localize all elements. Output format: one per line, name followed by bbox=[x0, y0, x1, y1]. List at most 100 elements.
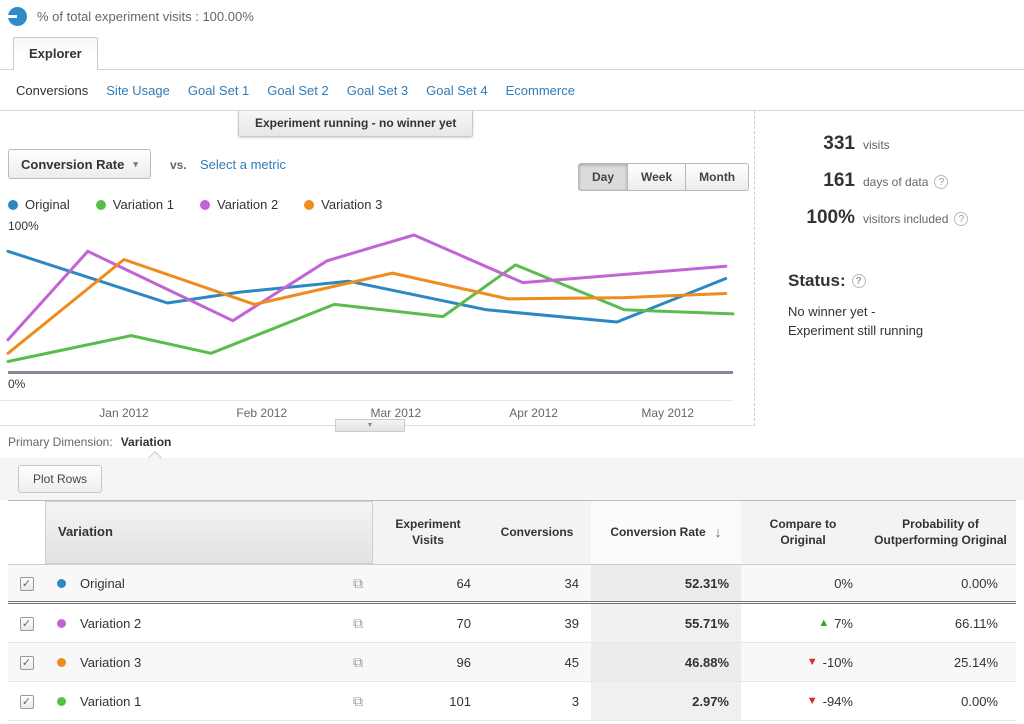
stat-label: days of data? bbox=[863, 175, 948, 189]
subnav-item-site-usage[interactable]: Site Usage bbox=[106, 83, 170, 98]
checkbox-column-header bbox=[8, 501, 45, 564]
compare-value: -94% bbox=[823, 694, 853, 709]
table-toolbar: Plot Rows bbox=[0, 458, 1024, 500]
legend-dot-icon bbox=[8, 200, 18, 210]
collapse-caret-icon: ▼ bbox=[367, 422, 374, 429]
variation-name: Variation 1 bbox=[80, 694, 353, 709]
row-checkbox[interactable]: ✓ bbox=[20, 577, 34, 591]
x-axis-tick: Mar 2012 bbox=[371, 406, 422, 420]
column-header-experiment-visits[interactable]: Experiment Visits bbox=[373, 501, 483, 564]
variation-name: Original bbox=[80, 576, 353, 591]
subnav-item-goal-set-2[interactable]: Goal Set 2 bbox=[267, 83, 328, 98]
metric-selector-button[interactable]: Conversion Rate ▾ bbox=[8, 149, 151, 179]
primary-dimension-variation[interactable]: Variation bbox=[121, 435, 172, 449]
chart-collapse-toggle[interactable]: ▼ bbox=[335, 419, 405, 432]
line-chart: 100% 0% Jan 2012Feb 2012Mar 2012Apr 2012… bbox=[0, 219, 755, 426]
conversion-rate-value: 55.71% bbox=[591, 604, 741, 642]
plot-rows-button[interactable]: Plot Rows bbox=[18, 465, 102, 493]
help-icon[interactable]: ? bbox=[934, 175, 948, 189]
experiment-visits-value: 70 bbox=[373, 616, 483, 631]
status-line: No winner yet - bbox=[788, 303, 1024, 322]
row-checkbox[interactable]: ✓ bbox=[20, 656, 34, 670]
y-axis-tick-bottom: 0% bbox=[8, 377, 25, 391]
conversion-rate-header-label: Conversion Rate bbox=[610, 525, 705, 541]
popout-icon[interactable]: ⧉ bbox=[353, 575, 363, 592]
row-color-dot-icon bbox=[57, 619, 66, 628]
topbar: % of total experiment visits : 100.00% bbox=[0, 0, 1024, 32]
legend-dot-icon bbox=[200, 200, 210, 210]
popout-icon[interactable]: ⧉ bbox=[353, 693, 363, 710]
granularity-day-button[interactable]: Day bbox=[578, 163, 628, 191]
legend-item-variation-3: Variation 3 bbox=[304, 197, 382, 212]
column-header-compare-to-original[interactable]: Compare to Original bbox=[741, 501, 865, 564]
subnav-item-ecommerce[interactable]: Ecommerce bbox=[506, 83, 575, 98]
column-header-conversion-rate[interactable]: Conversion Rate ↓ bbox=[591, 501, 741, 564]
metric-selector-label: Conversion Rate bbox=[21, 157, 124, 172]
legend-item-variation-1: Variation 1 bbox=[96, 197, 174, 212]
row-checkbox[interactable]: ✓ bbox=[20, 617, 34, 631]
stat-row-visitors-included: 100% visitors included? bbox=[760, 207, 1024, 229]
stat-value: 100% bbox=[760, 207, 855, 229]
table-body: ✓Original⧉643452.31%0%0.00%✓Variation 2⧉… bbox=[8, 565, 1016, 721]
stat-label-text: visits bbox=[863, 138, 890, 152]
popout-icon[interactable]: ⧉ bbox=[353, 615, 363, 632]
probability-value: 0.00% bbox=[865, 576, 1016, 591]
table-row-variation-1: ✓Variation 1⧉10132.97%▼-94%0.00% bbox=[8, 682, 1016, 721]
variation-name-cell: Variation 1⧉ bbox=[45, 682, 373, 720]
granularity-week-button[interactable]: Week bbox=[628, 163, 686, 191]
column-header-probability[interactable]: Probability of Outperforming Original bbox=[865, 501, 1016, 564]
chart-panel: Experiment running - no winner yet Conve… bbox=[0, 111, 755, 426]
subnav-item-goal-set-1[interactable]: Goal Set 1 bbox=[188, 83, 249, 98]
table-row-original: ✓Original⧉643452.31%0%0.00% bbox=[8, 565, 1016, 604]
column-header-variation[interactable]: Variation bbox=[45, 501, 373, 564]
tab-explorer[interactable]: Explorer bbox=[13, 37, 98, 70]
experiment-status-banner: Experiment running - no winner yet bbox=[238, 111, 473, 137]
status-lines: No winner yet -Experiment still running bbox=[788, 303, 1024, 341]
stat-label-text: days of data bbox=[863, 175, 928, 189]
column-header-conversions[interactable]: Conversions bbox=[483, 501, 591, 564]
vs-label: vs. bbox=[170, 158, 187, 172]
arrow-down-icon: ▼ bbox=[807, 695, 818, 707]
status-heading: Status: bbox=[788, 271, 846, 291]
conversions-value: 39 bbox=[483, 616, 591, 631]
granularity-month-button[interactable]: Month bbox=[686, 163, 749, 191]
help-icon[interactable]: ? bbox=[954, 212, 968, 226]
table-header: Variation Experiment Visits Conversions … bbox=[8, 500, 1016, 565]
compare-value: -10% bbox=[823, 655, 853, 670]
help-icon[interactable]: ? bbox=[852, 274, 866, 288]
row-checkbox[interactable]: ✓ bbox=[20, 695, 34, 709]
x-axis-tick: Feb 2012 bbox=[236, 406, 287, 420]
x-axis-separator bbox=[0, 400, 733, 401]
stat-label-text: visitors included bbox=[863, 212, 948, 226]
table-row-variation-3: ✓Variation 3⧉964546.88%▼-10%25.14% bbox=[8, 643, 1016, 682]
subnav-item-conversions[interactable]: Conversions bbox=[16, 83, 88, 98]
subnav-item-goal-set-4[interactable]: Goal Set 4 bbox=[426, 83, 487, 98]
legend-item-original: Original bbox=[8, 197, 70, 212]
status-line: Experiment still running bbox=[788, 322, 1024, 341]
legend-label: Variation 3 bbox=[321, 197, 382, 212]
stat-value: 331 bbox=[760, 133, 855, 155]
zero-axis-line bbox=[8, 371, 733, 374]
experiment-visits-value: 101 bbox=[373, 694, 483, 709]
arrow-up-icon: ▲ bbox=[818, 617, 829, 629]
probability-value: 25.14% bbox=[865, 655, 1016, 670]
percent-visits-label: % of total experiment visits : 100.00% bbox=[37, 9, 254, 24]
select-a-metric-link[interactable]: Select a metric bbox=[200, 157, 286, 172]
x-axis-tick: May 2012 bbox=[641, 406, 694, 420]
legend-label: Variation 1 bbox=[113, 197, 174, 212]
subnav-item-goal-set-3[interactable]: Goal Set 3 bbox=[347, 83, 408, 98]
stat-row-visits: 331 visits bbox=[760, 133, 1024, 155]
legend-label: Original bbox=[25, 197, 70, 212]
checkbox-cell: ✓ bbox=[8, 615, 45, 631]
conversions-value: 34 bbox=[483, 576, 591, 591]
probability-value: 66.11% bbox=[865, 616, 1016, 631]
legend-label: Variation 2 bbox=[217, 197, 278, 212]
table-row-variation-2: ✓Variation 2⧉703955.71%▲7%66.11% bbox=[8, 604, 1016, 643]
series-line-original bbox=[8, 251, 726, 322]
y-axis-tick-top: 100% bbox=[8, 219, 39, 233]
legend-item-variation-2: Variation 2 bbox=[200, 197, 278, 212]
conversion-rate-value: 52.31% bbox=[591, 565, 741, 601]
legend-dot-icon bbox=[304, 200, 314, 210]
popout-icon[interactable]: ⧉ bbox=[353, 654, 363, 671]
stat-label: visits bbox=[863, 138, 890, 152]
